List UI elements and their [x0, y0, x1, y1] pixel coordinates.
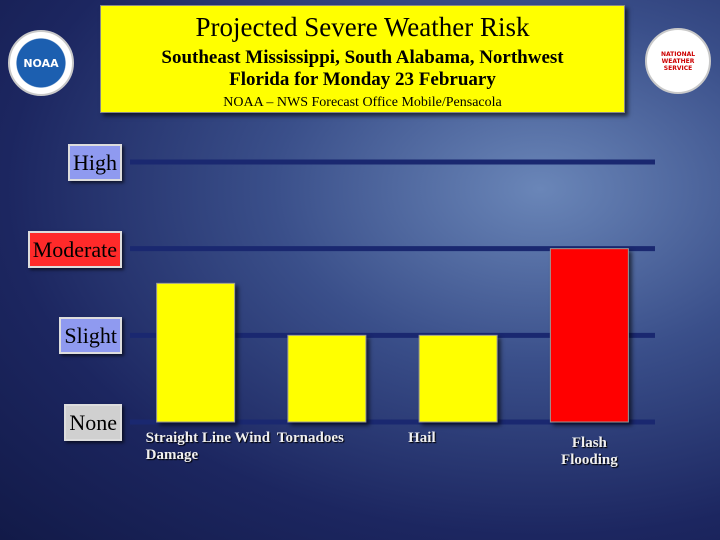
x-tick-label: Straight Line Wind Damage: [145, 430, 271, 463]
subtitle: Southeast Mississippi, South Alabama, No…: [161, 47, 564, 90]
chart-title: Projected Severe Weather Risk: [195, 12, 530, 42]
bar: [549, 248, 629, 423]
x-tick-label: Tornadoes: [276, 430, 344, 446]
y-tick-label: Slight: [59, 317, 122, 355]
x-tick-label: Hail: [408, 430, 436, 446]
bar: [287, 334, 367, 423]
noaa-logo: NOAA: [8, 30, 74, 96]
y-tick-label: None: [64, 404, 122, 441]
bar: [418, 334, 498, 423]
header-box: Projected Severe Weather Risk Southeast …: [100, 5, 625, 113]
y-tick-label: Moderate: [27, 230, 122, 268]
source: NOAA – NWS Forecast Office Mobile/Pensac…: [223, 95, 502, 110]
nws-logo: NATIONAL WEATHER SERVICE: [645, 28, 711, 94]
bar: [156, 282, 236, 423]
y-tick-label: High: [68, 144, 122, 181]
x-tick-label: Flash Flooding: [561, 435, 618, 468]
